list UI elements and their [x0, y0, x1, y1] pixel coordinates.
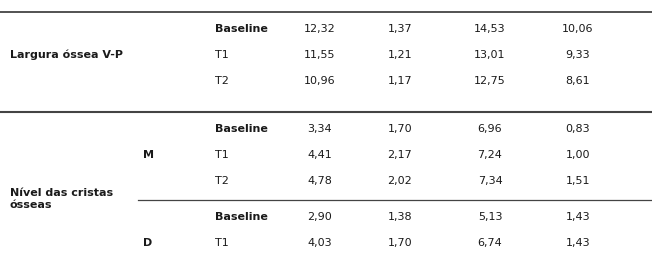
Text: 10,06: 10,06 [562, 24, 594, 34]
Text: 11,55: 11,55 [304, 50, 336, 60]
Text: 1,43: 1,43 [566, 238, 590, 248]
Text: 1,37: 1,37 [388, 24, 412, 34]
Text: T1: T1 [215, 50, 229, 60]
Text: 1,51: 1,51 [566, 176, 590, 186]
Text: 12,75: 12,75 [474, 76, 506, 86]
Text: 1,70: 1,70 [388, 238, 412, 248]
Text: 4,03: 4,03 [308, 238, 333, 248]
Text: 7,34: 7,34 [478, 176, 503, 186]
Text: 5,13: 5,13 [478, 212, 502, 222]
Text: 2,02: 2,02 [388, 176, 412, 186]
Text: Baseline: Baseline [215, 124, 268, 134]
Text: D: D [143, 238, 153, 248]
Text: Baseline: Baseline [215, 212, 268, 222]
Text: 1,00: 1,00 [566, 150, 590, 160]
Text: 6,96: 6,96 [478, 124, 502, 134]
Text: Largura óssea V-P: Largura óssea V-P [10, 50, 123, 60]
Text: 9,33: 9,33 [566, 50, 590, 60]
Text: 2,90: 2,90 [308, 212, 333, 222]
Text: Baseline: Baseline [215, 24, 268, 34]
Text: 1,70: 1,70 [388, 124, 412, 134]
Text: 8,61: 8,61 [566, 76, 590, 86]
Text: 14,53: 14,53 [474, 24, 506, 34]
Text: T1: T1 [215, 238, 229, 248]
Text: T1: T1 [215, 150, 229, 160]
Text: 7,24: 7,24 [477, 150, 503, 160]
Text: T2: T2 [215, 76, 229, 86]
Text: 3,34: 3,34 [308, 124, 333, 134]
Text: 12,32: 12,32 [304, 24, 336, 34]
Text: 1,17: 1,17 [388, 76, 412, 86]
Text: 6,74: 6,74 [478, 238, 503, 248]
Text: 1,21: 1,21 [388, 50, 412, 60]
Text: M: M [143, 150, 153, 160]
Text: 4,41: 4,41 [308, 150, 333, 160]
Text: Nível das cristas
ósseas: Nível das cristas ósseas [10, 188, 113, 210]
Text: 0,83: 0,83 [566, 124, 590, 134]
Text: 13,01: 13,01 [474, 50, 506, 60]
Text: 4,78: 4,78 [308, 176, 333, 186]
Text: 1,43: 1,43 [566, 212, 590, 222]
Text: 10,96: 10,96 [304, 76, 336, 86]
Text: T2: T2 [215, 176, 229, 186]
Text: 2,17: 2,17 [388, 150, 412, 160]
Text: 1,38: 1,38 [388, 212, 412, 222]
